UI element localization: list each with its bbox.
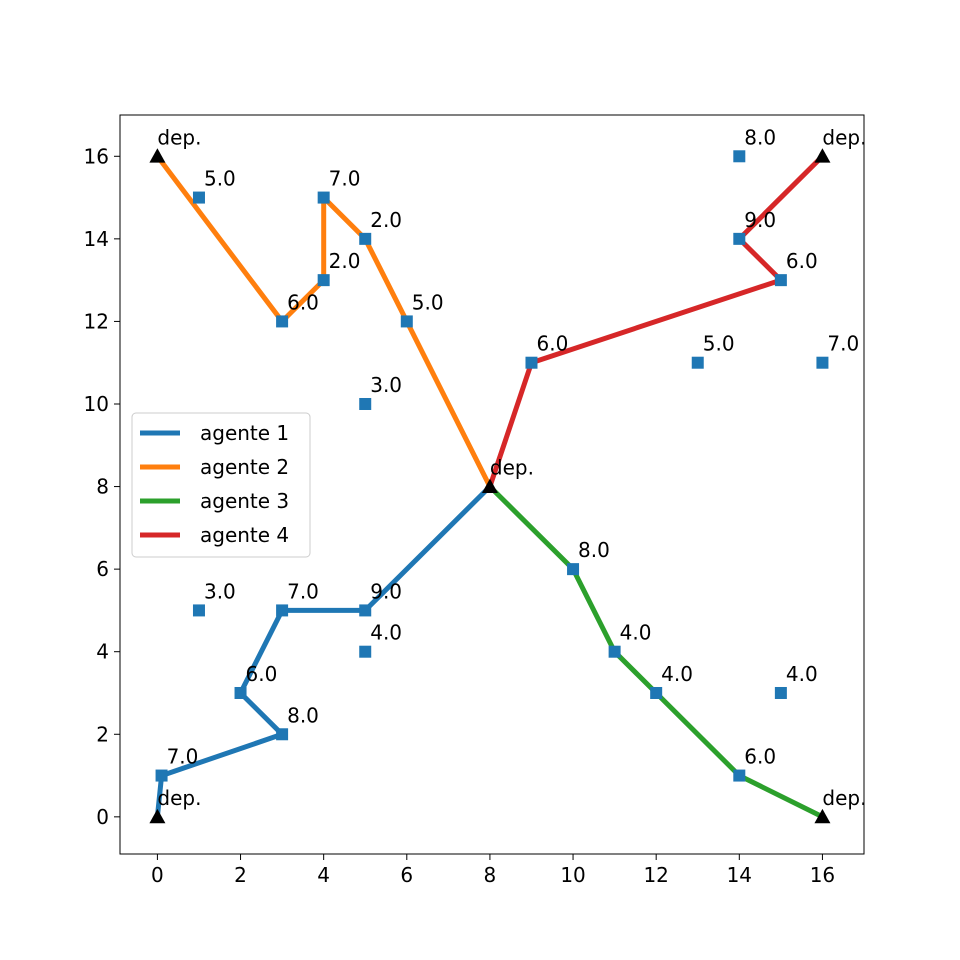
- customer-marker: [155, 769, 168, 782]
- y-tick-label: 16: [84, 144, 109, 168]
- markers: [149, 148, 831, 824]
- customer-demand-label: 9.0: [370, 579, 402, 603]
- customer-demand-label: 6.0: [786, 249, 818, 273]
- customer-marker: [400, 315, 413, 328]
- x-tick-label: 12: [643, 863, 668, 887]
- customer-demand-label: 6.0: [246, 662, 278, 686]
- customer-marker: [317, 191, 330, 204]
- y-tick-label: 12: [84, 309, 109, 333]
- customer-marker: [774, 686, 787, 699]
- customer-marker: [733, 232, 746, 245]
- customer-demand-label: 5.0: [204, 167, 236, 191]
- customer-demand-label: 7.0: [167, 745, 199, 769]
- legend-label-agente-2: agente 2: [200, 455, 289, 479]
- y-tick-label: 6: [96, 557, 109, 581]
- depot-marker: [149, 808, 166, 824]
- customer-demand-label: 7.0: [329, 167, 361, 191]
- customer-demand-label: 4.0: [786, 662, 818, 686]
- legend-box: [131, 412, 311, 558]
- customer-marker: [733, 150, 746, 163]
- depot-label: dep.: [490, 456, 534, 480]
- customer-demand-label: 2.0: [329, 249, 361, 273]
- customer-marker: [816, 356, 829, 369]
- customer-demand-label: 4.0: [620, 621, 652, 645]
- series-line-agente-3: [488, 484, 824, 820]
- customer-marker: [234, 686, 247, 699]
- customer-demand-label: 6.0: [287, 290, 319, 314]
- customer-demand-label: 5.0: [703, 332, 735, 356]
- depot-label: dep.: [157, 786, 201, 810]
- customer-marker: [192, 604, 205, 617]
- legend: agente 1 agente 2 agente 3 agente 4: [131, 412, 311, 558]
- customer-marker: [317, 274, 330, 287]
- customer-marker: [567, 563, 580, 576]
- customer-marker: [691, 356, 704, 369]
- customer-demand-label: 8.0: [287, 703, 319, 727]
- legend-label-agente-4: agente 4: [200, 523, 289, 547]
- y-tick-label: 0: [96, 805, 109, 829]
- y-tick-label: 4: [96, 640, 109, 664]
- x-tick-label: 0: [151, 863, 164, 887]
- customer-demand-label: 9.0: [744, 208, 776, 232]
- legend-label-agente-1: agente 1: [200, 421, 289, 445]
- depot-marker: [149, 148, 166, 163]
- customer-demand-label: 5.0: [412, 290, 444, 314]
- customer-marker: [774, 274, 787, 287]
- x-tick-label: 2: [234, 863, 247, 887]
- customer-marker: [359, 645, 372, 658]
- customer-marker: [733, 769, 746, 782]
- annotations: 7.0 8.0 6.0 7.0 9.0 3.0 4.0 5.0 6.0 2.0 7.0 2.0 5.0 3…: [157, 125, 866, 810]
- customer-demand-label: 3.0: [204, 579, 236, 603]
- axes: 0 2 4 6 8 10 12 14 16 0 2 4 6 8 10 12 14 16: [84, 114, 865, 887]
- y-tick-label: 14: [84, 227, 109, 251]
- customer-demand-label: 8.0: [744, 125, 776, 149]
- customer-demand-label: 4.0: [661, 662, 693, 686]
- customer-marker: [276, 604, 289, 617]
- customer-marker: [650, 686, 663, 699]
- customer-demand-label: 6.0: [536, 332, 568, 356]
- depot-marker: [814, 148, 831, 163]
- x-tick-label: 4: [317, 863, 330, 887]
- customer-marker: [192, 191, 205, 204]
- x-tick-label: 8: [484, 863, 497, 887]
- customer-marker: [276, 728, 289, 741]
- depot-label: dep.: [157, 125, 201, 149]
- depot-label: dep.: [822, 125, 866, 149]
- customer-marker: [359, 232, 372, 245]
- customer-marker: [525, 356, 538, 369]
- depot-marker: [814, 808, 831, 824]
- customer-demand-label: 4.0: [370, 621, 402, 645]
- series-line-agente-4: [487, 154, 825, 488]
- y-tick-label: 2: [96, 722, 109, 746]
- depot-label: dep.: [822, 786, 866, 810]
- customer-demand-label: 7.0: [827, 332, 859, 356]
- y-tick-label: 8: [96, 475, 109, 499]
- customer-marker: [276, 315, 289, 328]
- customer-demand-label: 8.0: [578, 538, 610, 562]
- customer-marker: [608, 645, 621, 658]
- x-tick-label: 6: [400, 863, 413, 887]
- customer-demand-label: 2.0: [370, 208, 402, 232]
- x-tick-label: 16: [810, 863, 835, 887]
- customer-demand-label: 6.0: [744, 745, 776, 769]
- customer-marker: [359, 604, 372, 617]
- customer-marker: [359, 397, 372, 410]
- customer-demand-label: 7.0: [287, 579, 319, 603]
- axes-frame: [119, 114, 865, 855]
- y-tick-label: 10: [84, 392, 109, 416]
- legend-label-agente-3: agente 3: [200, 489, 289, 513]
- x-tick-label: 14: [727, 863, 752, 887]
- x-tick-label: 10: [560, 863, 585, 887]
- customer-demand-label: 3.0: [370, 373, 402, 397]
- depot-marker: [481, 478, 498, 493]
